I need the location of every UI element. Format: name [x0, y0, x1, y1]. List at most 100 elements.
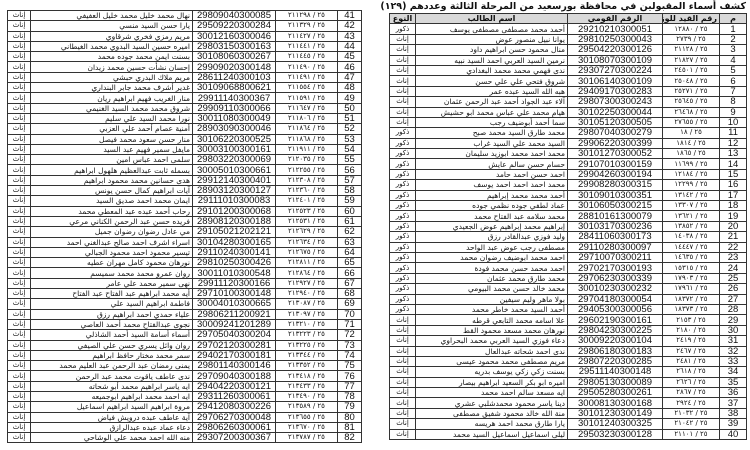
document-title: كشف أسماء المقبولين في محافظة بورسعيد من…: [380, 1, 746, 12]
students-table-right: م رقم القيد للوزارة الرقم القومي اسم الط…: [389, 12, 747, 441]
national-id: 29311260300061: [192, 390, 276, 403]
student-name: دعاء فوزي السيد العربي محمد البحراوي: [415, 335, 568, 347]
table-row: 20 ٢٥ / ١٣٨٥٢ 30103170300236 إبراهيم محمد إ…: [389, 220, 747, 233]
table-row: 52 ٢٥ / ٢١١٨٦٤ 28903090300046 أمنية عصام أح…: [7, 123, 362, 135]
registration-number: ٢٥ / ٢٩٢٤: [662, 397, 720, 409]
registration-number: ٢٥ / ٢١٥٣: [662, 314, 720, 326]
registration-number: ٢٥ / ٢١٨٢٧: [662, 54, 720, 66]
gender: إناث: [389, 96, 416, 108]
gender: ذكور: [389, 200, 416, 212]
gender: إناث: [389, 314, 416, 326]
student-name: محمد خالد حسن محمد البيومي: [415, 283, 568, 295]
registration-number: ٢٥ / ٢١٢٥٣١: [275, 215, 338, 228]
registration-number: ٢٥ / ٢١٢٠٣٥: [275, 154, 338, 166]
national-id: 30009241201289: [192, 318, 276, 331]
row-number: 75: [337, 360, 362, 372]
gender: إناث: [389, 345, 416, 357]
table-row: 18 ٢٥ / ١٣٣٠٧ 30106050300215 عماد لطفي جوده…: [389, 200, 747, 212]
registration-number: ٢٥ / ٢١١٤٩٠: [275, 61, 338, 73]
registration-number: ٢٥ / ٢١٢٦٧٥: [275, 246, 338, 259]
row-number: 67: [337, 277, 362, 290]
row-number: 14: [719, 158, 747, 170]
gender: ذكور: [389, 272, 416, 285]
student-name: ايه ياسر ابراهيم محمد أبو شحاته: [30, 380, 193, 392]
table-row: 50 ٢٥ / ٢١١٦٤٧ 29909110300066 شروق محمد محم…: [7, 102, 362, 114]
table-row: 61 ٢٥ / ٢١٢٥٣١ 28908120300188 فريده حسن عبد…: [7, 215, 362, 228]
row-number: 46: [337, 61, 362, 73]
gender: إناث: [389, 106, 416, 118]
gender: إناث: [389, 85, 416, 98]
registration-number: ٢٥ / ٢١٢٩٤٠: [275, 288, 338, 300]
student-name: نرمين السيد العربي احمد السيد نبيه: [415, 54, 568, 66]
row-number: 53: [337, 133, 362, 145]
table-row: 41 ٢٥ / ٢١١٢٩٨ 29809040300085 نهال محمد خلي…: [7, 9, 362, 22]
student-name: أمنية عصام أحمد علي العزبي: [30, 123, 193, 135]
student-name: فاطمة ابراهيم السيد علي: [30, 298, 193, 310]
registration-number: ٢٥ / ٢١٣٦٧٠: [275, 421, 338, 434]
national-id: 28611240300103: [192, 71, 276, 84]
row-number: 30: [719, 324, 747, 337]
student-name: نجوى عبدالفتاح محمد أحمد العاصي: [30, 318, 193, 331]
registration-number: ٢٥ / ٢١١٩١١: [275, 143, 338, 156]
table-row: 76 ٢٥ / ٢١٣٤١٨ 29709040300188 ندى عاطف ياقو…: [7, 370, 362, 382]
student-name: احمد محمد ابوضيف رضوان محمد: [415, 251, 568, 264]
student-name: اسراء اشرف احمد صالح عبدالغني احمد: [30, 236, 193, 248]
gender: إناث: [7, 308, 31, 320]
row-number: 52: [337, 123, 362, 135]
registration-number: ٢٥ / ٢١٠٤٢: [662, 418, 720, 430]
registration-number: ٢٥ / ٢١١٨٠٦: [275, 112, 338, 125]
student-name: علا اسامه محمد التابعي قرطه: [415, 314, 568, 326]
student-name: روان عمرو محمد محمد سميسم: [30, 267, 193, 279]
national-id: 29505280300261: [567, 387, 663, 399]
national-id: 30105120300505: [567, 116, 663, 129]
table-row: 33 ٢٥ / ٢٤٨١ 29807220300285 مريم مصطفى محمد…: [389, 355, 747, 368]
table-row: 24 ٢٥ / ١٥٣١٥ 29702170300193 احمد محمد حسن …: [389, 262, 747, 274]
table-row: 1 ٢٥ / ١٢٨٨٠ 29210210300051 أحمد محمد مصطفى…: [389, 23, 747, 35]
student-name: محمد احمد محمد ابوزيد سليمان: [415, 148, 568, 160]
row-number: 59: [337, 195, 362, 207]
row-number: 20: [719, 220, 747, 233]
student-name: يارا حسن السيد منسي: [30, 20, 193, 32]
registration-number: ٢٥ / ٢١١٥٩١: [275, 92, 338, 104]
row-number: 82: [337, 432, 362, 444]
student-name: محمد سلامه عبد الفتاح محمد: [415, 210, 568, 222]
row-number: 22: [719, 241, 747, 254]
national-id: 29511140300148: [567, 366, 663, 378]
row-number: 80: [337, 411, 362, 423]
row-number: 58: [337, 185, 362, 197]
student-name: ايه احمد محمد ابراهيم ابوجميعه: [30, 390, 193, 403]
gender: إناث: [389, 387, 416, 399]
table-row: 14 ٢٥ / ١١٦٩٩ 29107010300159 حسام حسن سالم …: [389, 158, 747, 170]
national-id: 29509220300284: [192, 20, 276, 32]
national-id: 29704180300054: [567, 293, 663, 305]
table-row: 60 ٢٥ / ٢١٢٥٢٣ 29101200300068 رحاب أحمد عبد…: [7, 205, 362, 217]
row-number: 15: [719, 168, 747, 181]
table-row: 58 ٢٥ / ٢١٢٣٦٠ 28903120300127 آيات ابراهيم …: [7, 185, 362, 197]
student-name: وليد فوزي عبدالقادر رزق: [415, 231, 568, 243]
row-number: 50: [337, 102, 362, 114]
student-name: عماد لطفي جوده نظمي جوده: [415, 200, 568, 212]
table-row: 49 ٢٥ / ٢١١٥٩١ 29911140300367 منار الغريب ف…: [7, 92, 362, 104]
table-row: 59 ٢٥ / ٢١٢٤٠١ 29111010300083 ايمان محمد اح…: [7, 195, 362, 207]
student-name: رحاب أحمد عبده عبد المعطي محمد: [30, 205, 193, 217]
registration-number: ٢٥ / ١٥٣١٥: [662, 262, 720, 274]
table-row: 21 ٢٥ / ١٤٠٣٨ 28411060300173 وليد فوزي عبدا…: [389, 231, 747, 243]
row-number: 69: [337, 298, 362, 310]
national-id: 30011010300548: [192, 267, 276, 279]
student-name: آية عاطف عبده درويش فياض: [30, 411, 193, 423]
national-id: 29806211200921: [192, 308, 276, 320]
registration-number: ٢٥ / ٢١٣٤٣٣: [275, 380, 338, 392]
table-row: 81 ٢٥ / ٢١٣٦٧٠ 29806260300061 دعاء عماد عبد…: [7, 421, 362, 434]
gender: إناث: [7, 164, 31, 176]
national-id: 29412080300226: [192, 401, 276, 413]
registration-number: ٢٥ / ٢١٢٢٥٥: [275, 164, 338, 176]
gender: إناث: [7, 40, 31, 53]
table-row: 11 ٢٥ / ١٨ 29807040300279 محمد طارق السيد م…: [389, 127, 747, 139]
student-name: السيد محمد علي السيد غراب: [415, 137, 568, 150]
table-row: 82 ٢٥ / ٢١٣٧٨٧ 29307200300367 منه الله احمد…: [7, 432, 362, 444]
gender: إناث: [7, 102, 31, 114]
national-id: 29804230300225: [567, 324, 663, 337]
student-name: مريم ملاك البدري حبشي: [30, 71, 193, 84]
gender: إناث: [7, 123, 31, 135]
table-row: 31 ٢٥ / ٢٤١٩ 30009220300104 دعاء فوزي السيد…: [389, 335, 747, 347]
